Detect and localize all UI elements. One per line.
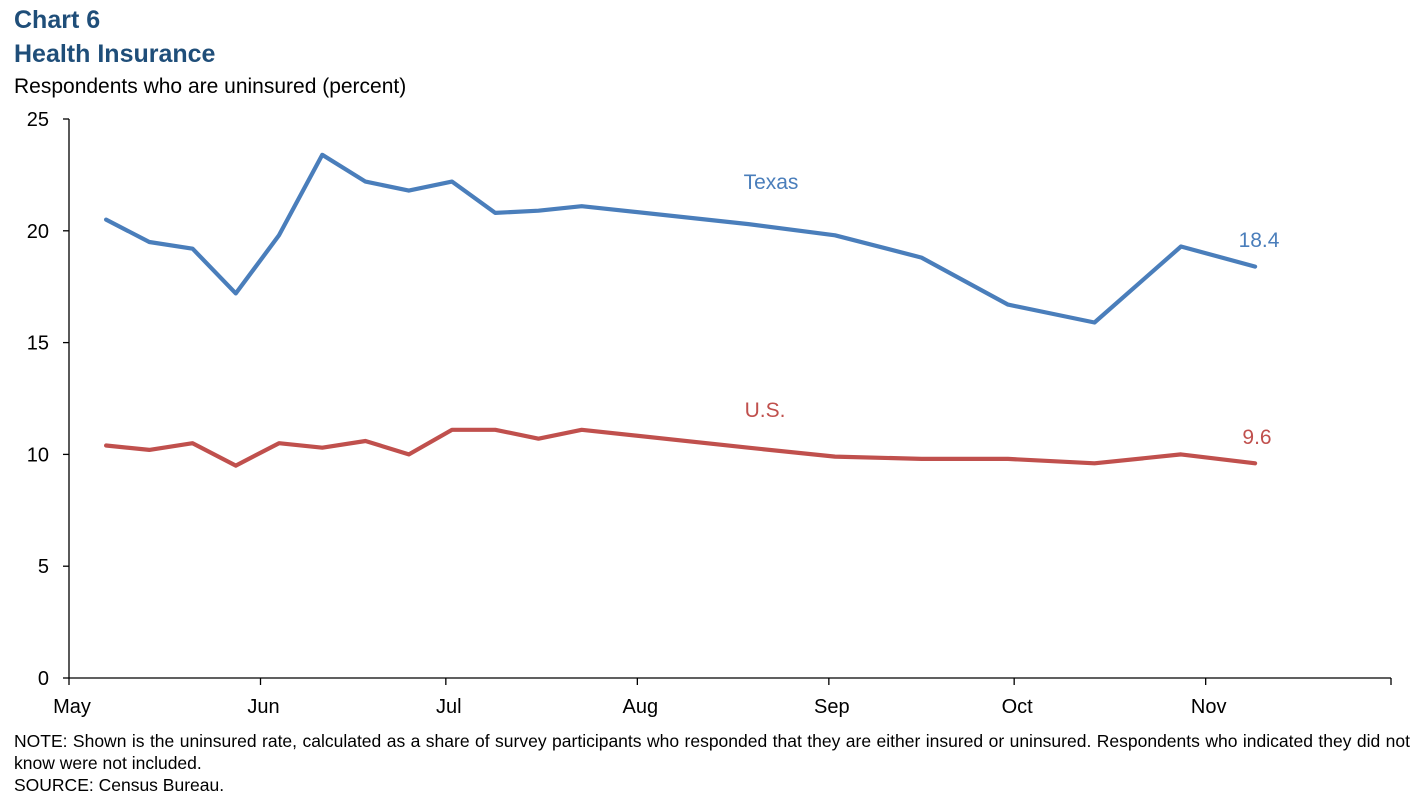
series-name-label: Texas <box>744 171 799 194</box>
chart-number: Chart 6 <box>14 6 101 34</box>
series-name-label: U.S. <box>745 399 786 422</box>
y-tick-label: 10 <box>27 444 49 466</box>
chart-title: Health Insurance <box>14 40 216 68</box>
x-tick-label: May <box>53 696 91 718</box>
x-tick-label: Jul <box>436 696 462 718</box>
series-end-value-label: 18.4 <box>1239 229 1280 252</box>
x-tick-label: Nov <box>1191 696 1227 718</box>
y-tick-label: 25 <box>27 109 49 131</box>
series-end-value-label: 9.6 <box>1242 426 1271 449</box>
x-tick-label: Oct <box>1002 696 1034 718</box>
x-tick-label: Jun <box>247 696 279 718</box>
chart-note: NOTE: Shown is the uninsured rate, calcu… <box>14 731 1410 773</box>
y-tick-label: 5 <box>38 556 49 578</box>
x-tick-label: Aug <box>623 696 659 718</box>
series-line-0 <box>103 152 1258 325</box>
line-chart: 0 5 10 15 20 25 May Jun Jul Aug Sep Oct Nov Texas 18.… <box>27 109 1392 718</box>
y-tick-label: 15 <box>27 333 49 355</box>
series-line-1 <box>103 427 1258 468</box>
chart-subtitle: Respondents who are uninsured (percent) <box>14 75 407 98</box>
y-tick-label: 0 <box>38 668 49 690</box>
chart-source: SOURCE: Census Bureau. <box>14 775 225 795</box>
y-tick-label: 20 <box>27 221 49 243</box>
x-tick-label: Sep <box>814 696 850 718</box>
